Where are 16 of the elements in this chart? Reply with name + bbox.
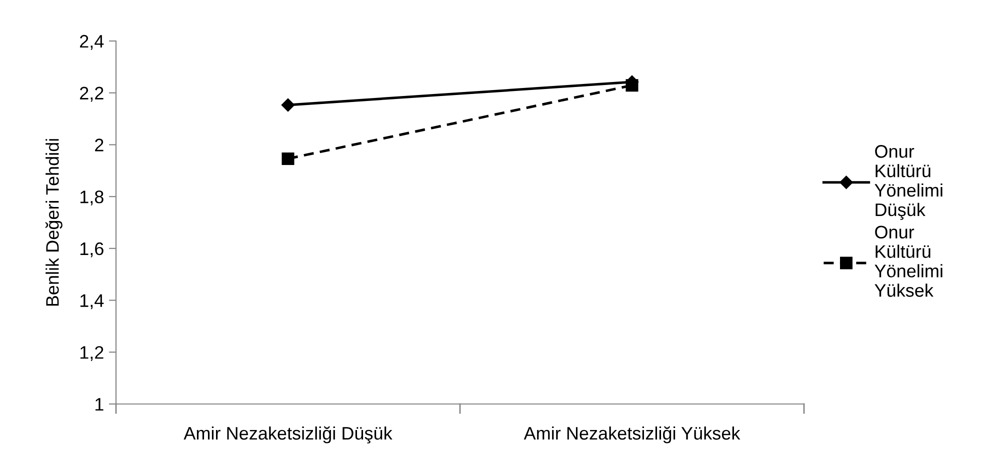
y-axis-title: Benlik Değeri Tehdidi	[45, 139, 62, 306]
y-tick-label: 1,6	[80, 242, 104, 258]
legend-label: Onur Kültürü Yönelimi Yüksek	[874, 226, 942, 297]
y-tick-label: 1,2	[80, 346, 104, 361]
x-tick-label: Amir Nezaketsizliği Yüksek	[524, 426, 740, 444]
legend-label: Onur Kültürü Yönelimi Düşük	[874, 145, 942, 220]
point	[281, 98, 295, 112]
y-tick-label: 2,4	[80, 34, 104, 50]
y-tick-label: 1	[96, 398, 104, 411]
y-tick-label: 1,4	[80, 294, 104, 310]
x-tick-label: Amir Nezaketsizliği Düşük	[184, 426, 392, 444]
point	[626, 79, 638, 92]
point	[282, 152, 294, 165]
y-tick-label: 2	[95, 138, 104, 152]
y-tick-label: 1,8	[80, 190, 104, 206]
y-tick-label: 2,2	[80, 86, 104, 102]
